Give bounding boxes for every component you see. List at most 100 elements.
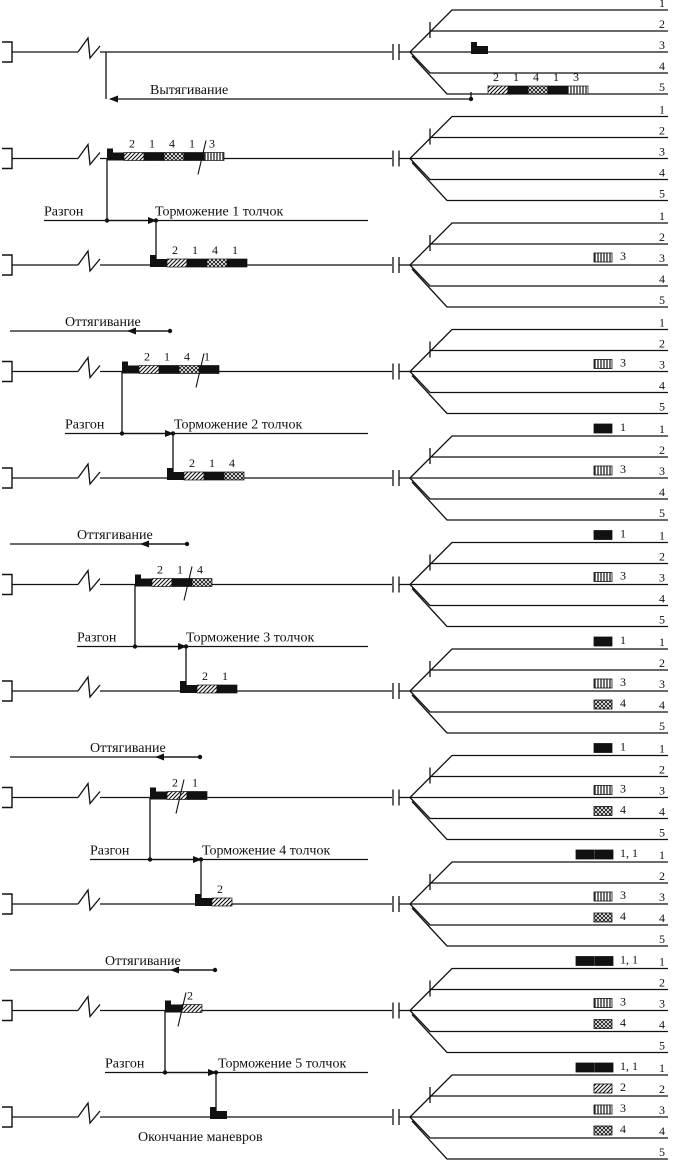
yard-track [409, 690, 668, 713]
track-number-3: 3 [659, 358, 665, 372]
yard-track [411, 907, 668, 947]
track-number-4: 4 [659, 485, 665, 499]
move-label: Оттягивание [105, 954, 181, 969]
train-car-number: 3 [573, 70, 579, 84]
braking-label: Торможение 5 толчок [218, 1057, 346, 1072]
track-number-4: 4 [659, 379, 665, 393]
track-number-4: 4 [659, 698, 665, 712]
train-car-number: 2 [172, 243, 178, 257]
track-break [77, 888, 101, 912]
train-car [186, 258, 208, 268]
track-number-5: 5 [659, 932, 665, 946]
train-car-number: 4 [533, 70, 539, 84]
locomotive [165, 1004, 182, 1013]
train-car [163, 152, 185, 161]
panel-9: 1 2 3 4 5 1, 1 3 4 2 Оттягивание [2, 846, 668, 974]
train-car [181, 1004, 203, 1013]
train-car [183, 471, 205, 481]
train-car [158, 365, 180, 374]
buffer-stop [2, 573, 13, 596]
train-car-number: 4 [212, 243, 218, 257]
track-number-3: 3 [659, 38, 665, 52]
yard-track [411, 162, 668, 202]
locomotive-cab [122, 361, 128, 366]
sorted-label: 1, 1 [620, 953, 638, 967]
train-car-number: 2 [172, 776, 178, 790]
track-number-2: 2 [659, 124, 665, 138]
locomotive-cab [107, 148, 113, 153]
track-number-5: 5 [659, 1039, 665, 1053]
track-number-2: 2 [659, 230, 665, 244]
track-number-1: 1 [659, 742, 665, 756]
move-dot [197, 754, 203, 760]
train-car [198, 365, 220, 374]
train-car [166, 258, 188, 268]
sorted-car [575, 956, 595, 966]
train-car [151, 578, 173, 587]
track-number-1: 1 [659, 422, 665, 436]
train-car-number: 4 [229, 456, 235, 470]
train-car [226, 258, 248, 268]
buffer-stop [2, 254, 13, 276]
train-car-number: 1 [192, 243, 198, 257]
locomotive-cab [150, 787, 156, 792]
track-number-1: 1 [659, 0, 665, 10]
buffer-stop [2, 41, 13, 63]
sorted-label: 3 [620, 995, 626, 1009]
sorted-car [594, 1062, 614, 1073]
track-number-2: 2 [659, 443, 665, 457]
train-car [211, 897, 233, 907]
panel-10: 1 2 3 4 5 1, 1 3 4 2 Разгон Торможение 5 толчок [2, 953, 668, 1119]
yard-track [411, 268, 668, 308]
buffer-stop [2, 786, 13, 809]
locomotive [167, 472, 184, 480]
locomotive-cab [167, 468, 173, 472]
buffer-stop [2, 467, 13, 489]
sorted-car [593, 699, 613, 710]
track-number-5: 5 [659, 719, 665, 733]
phase-label: Разгон [90, 844, 130, 859]
uncouple-mark [197, 140, 207, 175]
sorted-label: 1, 1 [620, 846, 638, 860]
move-label: Оттягивание [77, 528, 153, 543]
sorted-label: 1 [620, 740, 626, 754]
braking-label: Торможение 4 толчок [202, 844, 330, 859]
track-number-1: 1 [659, 1061, 665, 1075]
sorted-car [593, 1083, 613, 1094]
track-number-5: 5 [659, 1145, 665, 1159]
track-number-1: 1 [659, 848, 665, 862]
sorted-label: 3 [620, 675, 626, 689]
move-dot [167, 328, 173, 334]
yard-track [411, 694, 668, 734]
sorted-car [593, 423, 613, 434]
sorted-car [593, 678, 613, 689]
yard-track [411, 1014, 668, 1054]
train-car [216, 684, 238, 694]
track-number-4: 4 [659, 59, 665, 73]
train-car [203, 152, 225, 161]
track-number-2: 2 [659, 763, 665, 777]
buffer-stop [2, 893, 13, 915]
braking-label: Торможение 1 толчок [155, 205, 283, 220]
track-number-3: 3 [659, 997, 665, 1011]
train-car [178, 365, 200, 374]
yard-track [409, 861, 668, 905]
yard-track [409, 648, 668, 692]
move-label: Оттягивание [65, 315, 141, 330]
train-car-number: 1 [222, 669, 228, 683]
locomotive-cab [180, 681, 186, 685]
train-car-number: 1 [189, 137, 195, 151]
buffer-stop [2, 360, 13, 383]
sorted-car [593, 1019, 613, 1029]
train-car [567, 85, 589, 95]
yard-track [409, 51, 668, 74]
phase-label: Разгон [105, 1057, 145, 1072]
track-number-2: 2 [659, 337, 665, 351]
locomotive [150, 791, 167, 800]
sorted-label: 1, 1 [620, 1059, 638, 1073]
train-car-number: 2 [217, 882, 223, 896]
